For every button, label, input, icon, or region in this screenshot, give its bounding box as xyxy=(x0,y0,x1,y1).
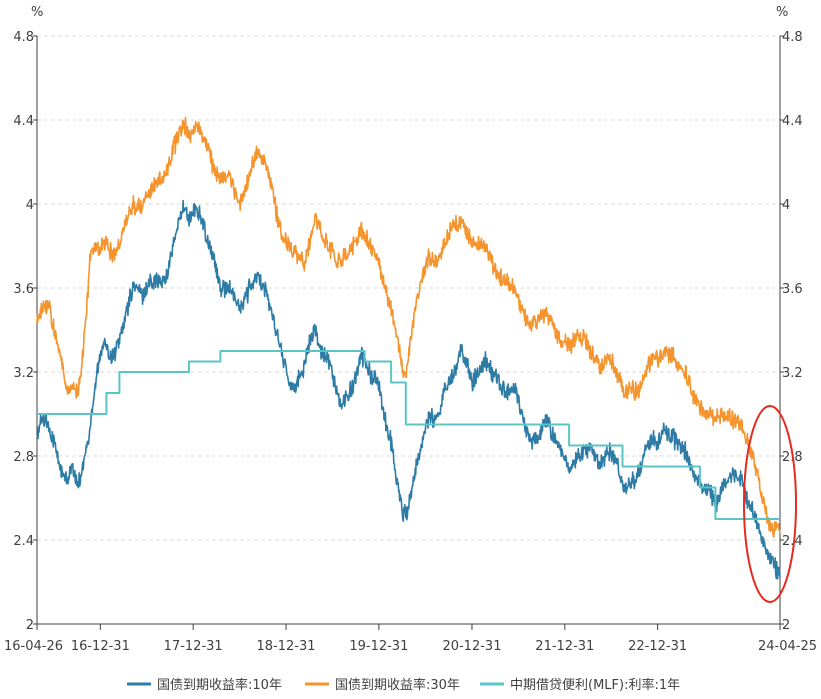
y-tick-label-right: 3.2 xyxy=(782,366,803,381)
y-tick-label-left: 4.8 xyxy=(13,30,34,45)
y-tick-label-right: 2 xyxy=(782,618,790,633)
series-line-2 xyxy=(37,350,780,520)
x-tick-label: 22-12-31 xyxy=(628,639,687,654)
x-tick-label: 16-04-26 xyxy=(4,639,63,654)
x-tick-label: 24-04-25 xyxy=(758,639,817,654)
legend-label-0: 国债到期收益率:10年 xyxy=(157,677,282,693)
y-tick-label-left: 2.8 xyxy=(13,450,34,465)
axes: 2 22.4 2.42.8 2.83.2 3.23.6 3.64 44.4 4.44.8 4.8… xyxy=(4,30,817,654)
x-tick-label: 20-12-31 xyxy=(442,639,501,654)
x-tick-label: 21-12-31 xyxy=(535,639,594,654)
series-line-0 xyxy=(36,199,781,580)
legend-label-2: 中期借贷便利(MLF):利率:1年 xyxy=(510,677,680,693)
y-tick-label-left: 3.6 xyxy=(13,282,34,297)
y-tick-label-right: 4.4 xyxy=(782,114,803,129)
x-tick-label: 16-12-31 xyxy=(71,639,130,654)
y-tick-label-right: 3.6 xyxy=(782,282,803,297)
y-tick-label-left: 4.4 xyxy=(13,114,34,129)
x-tick-label: 19-12-31 xyxy=(349,639,408,654)
legend-label-1: 国债到期收益率:30年 xyxy=(335,677,460,693)
x-tick-label: 17-12-31 xyxy=(164,639,223,654)
highlight-ellipse xyxy=(743,405,797,603)
x-tick-label: 18-12-31 xyxy=(257,639,316,654)
series-line-1 xyxy=(36,116,781,538)
y-tick-label-right: 4.8 xyxy=(782,30,803,45)
series-lines xyxy=(36,116,781,580)
gridlines xyxy=(37,35,780,541)
legend: 国债到期收益率:10年 国债到期收益率:30年 中期借贷便利(MLF):利率:1年 xyxy=(127,677,680,693)
y-tick-label-right: 4 xyxy=(782,198,790,213)
y-tick-label-left: 3.2 xyxy=(13,366,34,381)
y-tick-label-left: 2.4 xyxy=(13,534,34,549)
y-unit-right: % xyxy=(776,5,788,20)
y-tick-label-left: 2 xyxy=(26,618,34,633)
y-tick-label-left: 4 xyxy=(26,198,34,213)
y-tick-label-right: 2.4 xyxy=(782,534,803,549)
y-unit-left: % xyxy=(31,5,43,20)
